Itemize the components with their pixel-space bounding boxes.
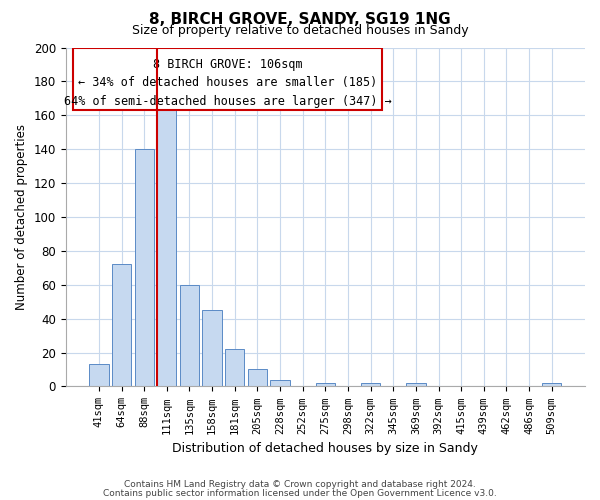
Y-axis label: Number of detached properties: Number of detached properties <box>15 124 28 310</box>
Text: Contains HM Land Registry data © Crown copyright and database right 2024.: Contains HM Land Registry data © Crown c… <box>124 480 476 489</box>
Bar <box>271 380 290 386</box>
Bar <box>225 349 244 387</box>
Bar <box>316 383 335 386</box>
Text: 8 BIRCH GROVE: 106sqm: 8 BIRCH GROVE: 106sqm <box>153 58 303 70</box>
Bar <box>248 370 267 386</box>
Text: Size of property relative to detached houses in Sandy: Size of property relative to detached ho… <box>131 24 469 37</box>
Bar <box>134 149 154 386</box>
Bar <box>180 285 199 386</box>
FancyBboxPatch shape <box>73 48 382 110</box>
Bar <box>112 264 131 386</box>
Text: ← 34% of detached houses are smaller (185): ← 34% of detached houses are smaller (18… <box>79 76 377 90</box>
Bar <box>157 107 176 386</box>
Text: 64% of semi-detached houses are larger (347) →: 64% of semi-detached houses are larger (… <box>64 95 392 108</box>
X-axis label: Distribution of detached houses by size in Sandy: Distribution of detached houses by size … <box>172 442 478 455</box>
Bar <box>542 383 562 386</box>
Text: 8, BIRCH GROVE, SANDY, SG19 1NG: 8, BIRCH GROVE, SANDY, SG19 1NG <box>149 12 451 28</box>
Bar <box>361 383 380 386</box>
Bar <box>89 364 109 386</box>
Bar <box>406 383 425 386</box>
Text: Contains public sector information licensed under the Open Government Licence v3: Contains public sector information licen… <box>103 488 497 498</box>
Bar <box>202 310 222 386</box>
